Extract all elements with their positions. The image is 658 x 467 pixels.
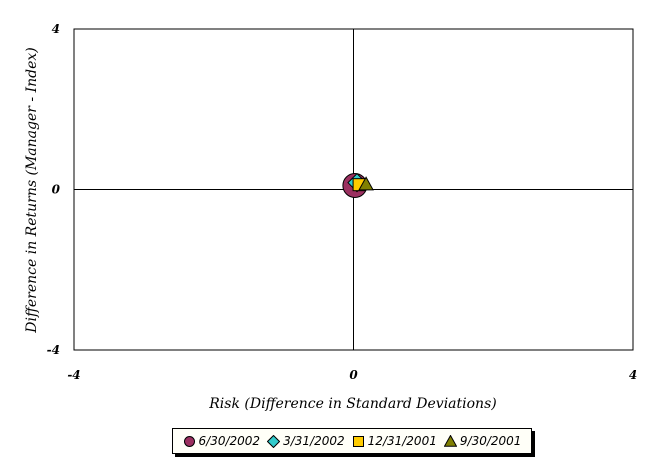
data-points bbox=[342, 172, 374, 198]
triangle-marker-icon bbox=[443, 434, 457, 447]
y-tick-label: 4 bbox=[52, 22, 60, 36]
x-tick-label: -4 bbox=[67, 368, 80, 382]
legend-label: 6/30/2002 bbox=[198, 434, 261, 448]
legend: 6/30/2002 3/31/2002 12/31/2001 9/30/2001 bbox=[172, 428, 532, 454]
y-axis-title: Difference in Returns (Manager - Index) bbox=[24, 47, 40, 333]
x-tick-label: 4 bbox=[629, 368, 637, 382]
legend-item: 3/31/2002 bbox=[267, 434, 345, 448]
y-tick-label: -4 bbox=[47, 343, 60, 357]
legend-label: 9/30/2001 bbox=[459, 434, 522, 448]
x-axis-title: Risk (Difference in Standard Deviations) bbox=[208, 396, 496, 412]
circle-marker-icon bbox=[183, 435, 195, 447]
legend-item: 6/30/2002 bbox=[183, 434, 261, 448]
y-tick-labels: 4 0 -4 bbox=[47, 22, 61, 357]
x-tick-label: 0 bbox=[349, 368, 358, 382]
legend-label: 3/31/2002 bbox=[283, 434, 345, 448]
square-marker-icon bbox=[352, 435, 364, 447]
diamond-marker-icon bbox=[267, 434, 281, 448]
legend-label: 12/31/2001 bbox=[367, 434, 437, 448]
legend-item: 9/30/2001 bbox=[443, 434, 522, 448]
legend-item: 12/31/2001 bbox=[352, 434, 437, 448]
data-point-triangle bbox=[358, 176, 374, 191]
x-tick-labels: -4 0 4 bbox=[67, 368, 637, 382]
y-tick-label: 0 bbox=[52, 183, 61, 197]
